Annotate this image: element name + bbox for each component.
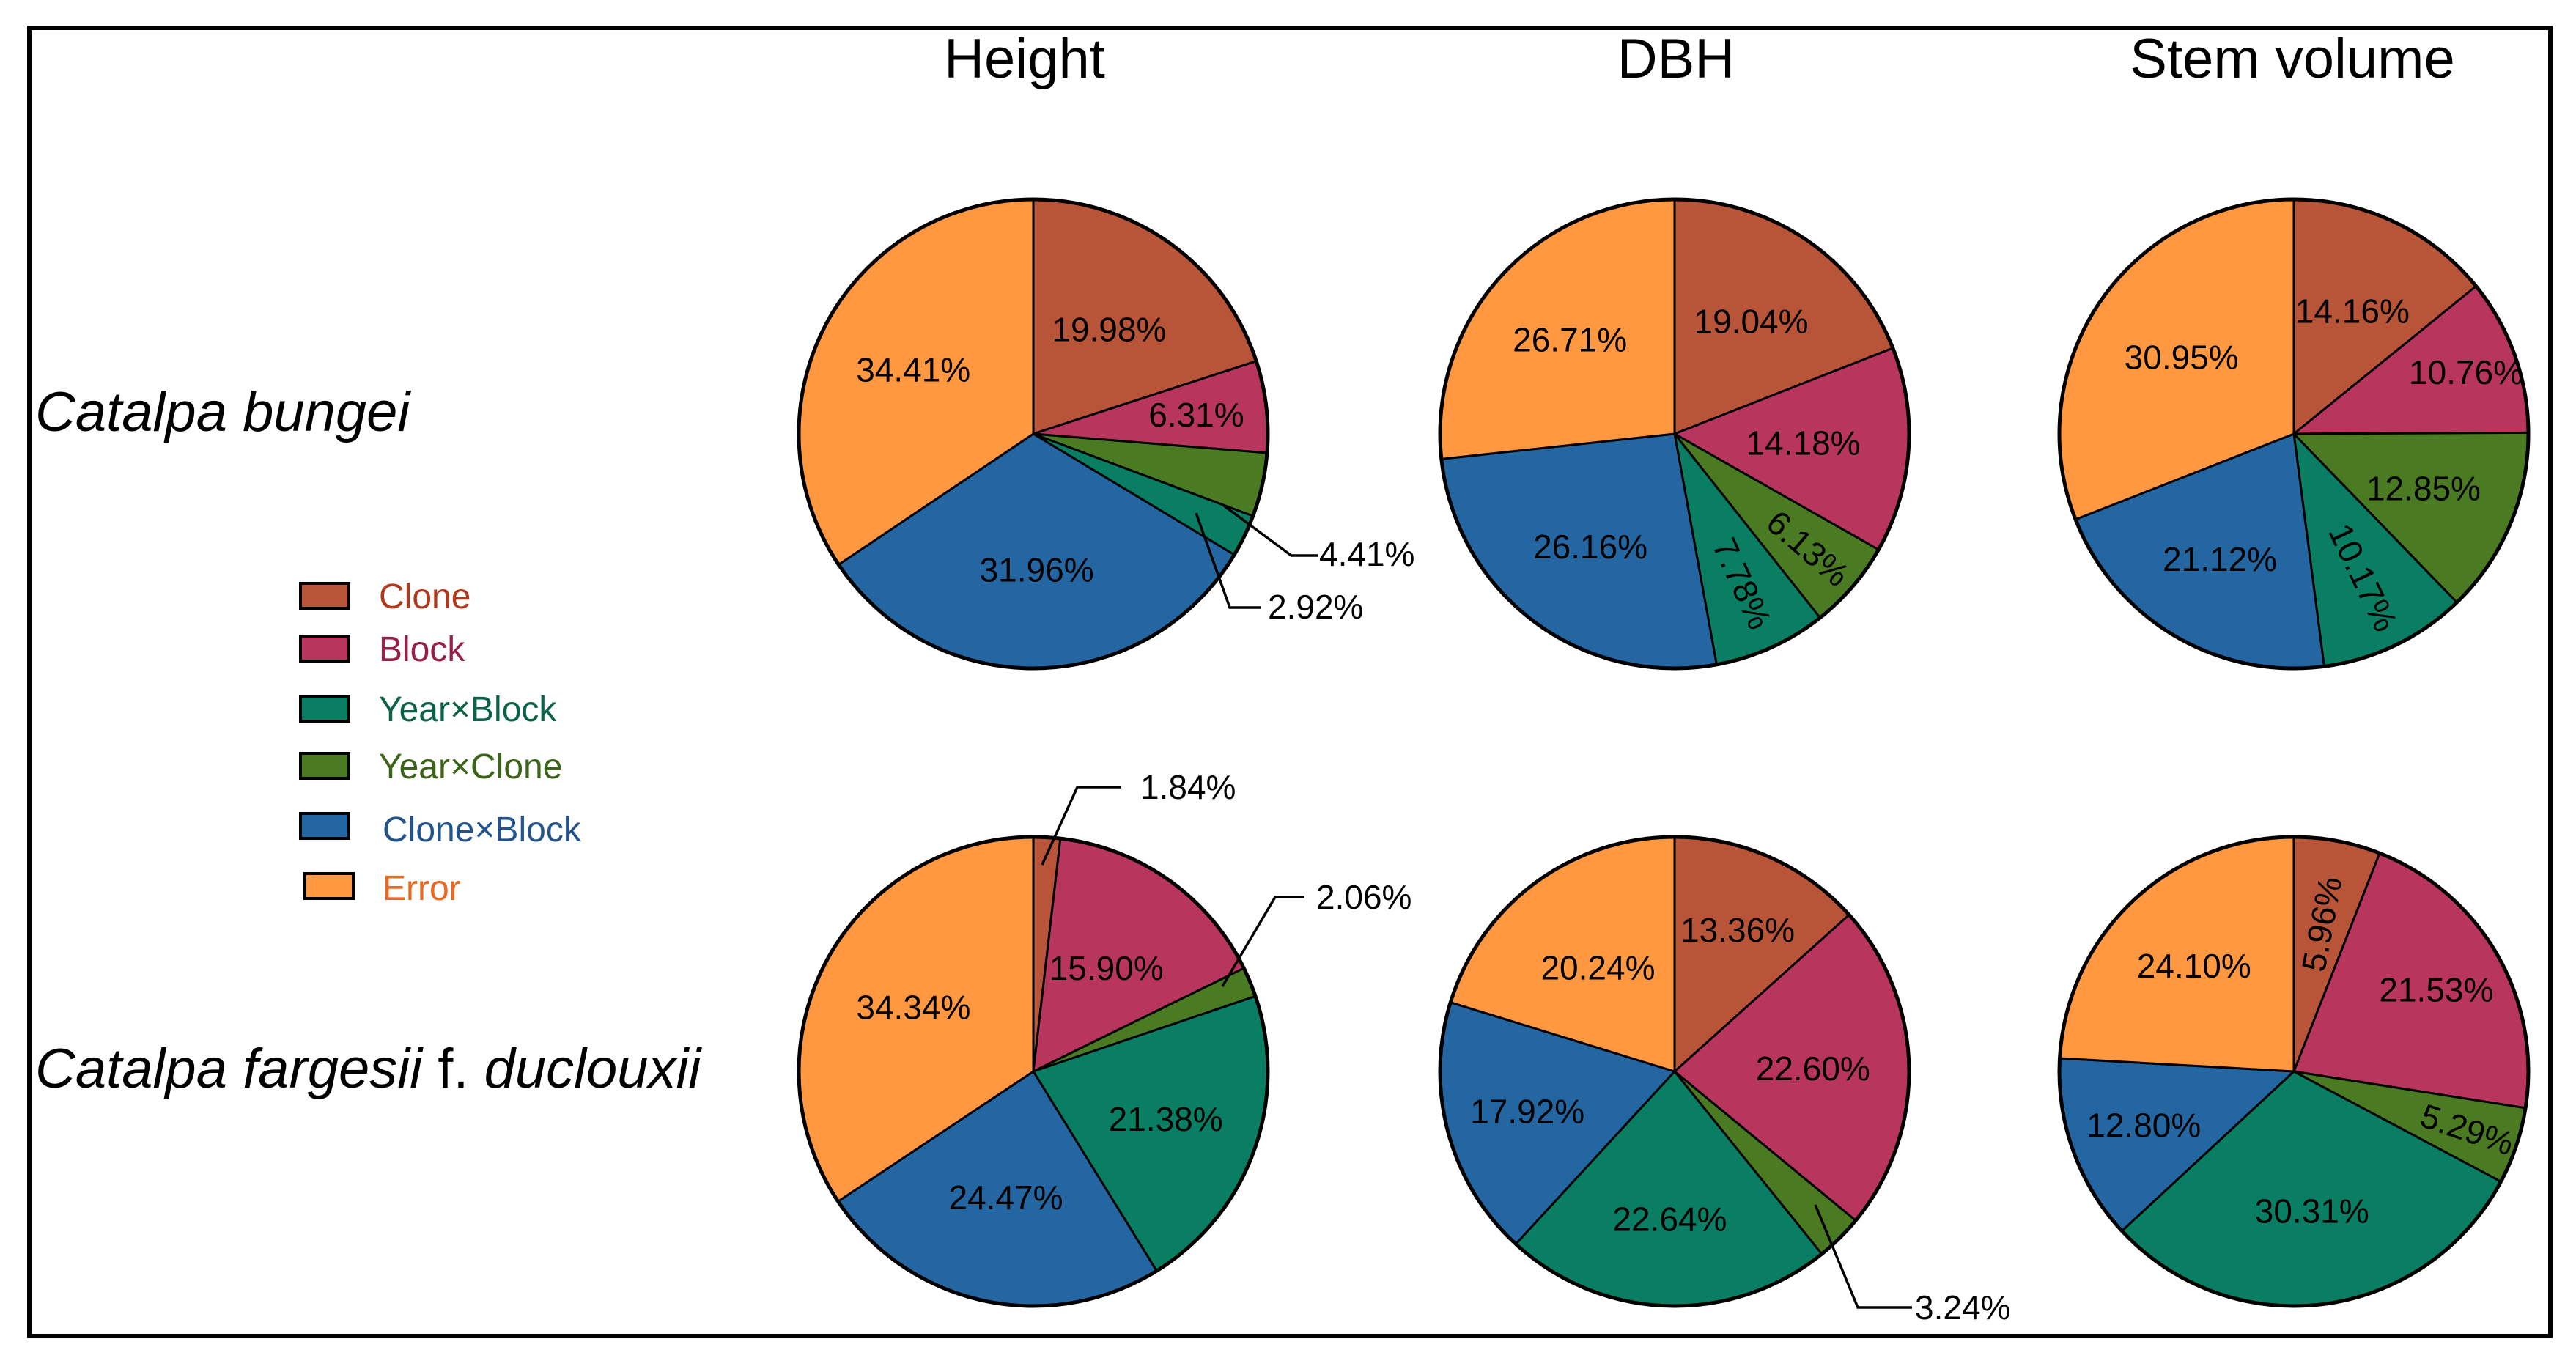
pie-outline [2057,835,2531,1308]
slice-label-year-clone: 4.41% [1319,535,1414,573]
slice-label-error: 24.10% [2137,947,2251,985]
pie-outline [2057,197,2531,671]
pie-outline [1438,835,1911,1308]
column-title-height: Height [944,28,1105,90]
legend-swatch-error [303,872,355,900]
pie-outline [797,835,1270,1308]
legend-swatch-block [299,635,350,663]
row-label-catalpa-bungei: Catalpa bungei [35,381,411,443]
pie-catalpa-fargesii-stem-volume: 5.96%21.53%5.29%30.31%12.80%24.10% [2057,835,2531,1308]
slice-label-error: 20.24% [1540,948,1655,986]
pie-catalpa-bungei-height: 19.98% 6.31% 4.41% 2.92% 31.96% 34.41% [797,197,1414,671]
pie-catalpa-fargesii-dbh: 13.36% 22.60% 3.24% 22.64% 17.92% 20.24% [1438,835,2010,1326]
slice-label-error: 26.71% [1513,321,1627,359]
legend-label-error: Error [383,869,461,908]
legend-item-year-block: Year×Block [299,690,557,729]
slice-label-year-clone: 2.06% [1316,878,1411,916]
slice-label-year-block: 22.64% [1612,1200,1727,1238]
column-title-stem-volume: Stem volume [2130,28,2455,90]
slice-label-clone: 13.36% [1680,911,1795,949]
pie-outline [797,197,1270,671]
slice-label-clone-block: 12.80% [2086,1107,2201,1145]
legend-label-clone: Clone [379,578,470,616]
legend-label-clone-block: Clone×Block [383,811,582,849]
legend-swatch-year-block [299,695,350,723]
legend-swatch-clone [299,582,350,610]
slice-label-clone-block: 21.12% [2163,540,2277,578]
slice-label-block: 15.90% [1049,949,1164,987]
slice-label-clone-block: 24.47% [948,1178,1063,1217]
slice-label-year-block: 21.38% [1109,1100,1223,1138]
slice-label-year-clone: 3.24% [1915,1288,2010,1326]
leader-line-year-block [1195,512,1261,609]
row-label-catalpa-fargesii-duclouxii: Catalpa fargesii f. duclouxii [35,1038,702,1100]
slice-label-clone: 1.84% [1140,768,1236,806]
column-title-dbh: DBH [1617,28,1735,90]
leader-line-year-clone [1221,896,1304,987]
slice-label-block: 10.76% [2409,353,2523,391]
slice-label-clone-block: 26.16% [1533,528,1647,566]
leader-line-year-clone [1222,504,1318,557]
row-label-rank: f. [438,1038,468,1100]
slice-label-error: 30.95% [2125,338,2239,376]
legend-label-year-clone: Year×Clone [379,748,562,786]
slice-label-clone-block: 17.92% [1470,1092,1584,1130]
slice-label-year-block: 2.92% [1268,588,1363,626]
slice-label-block: 14.18% [1746,424,1861,462]
slice-label-clone: 19.04% [1694,303,1809,341]
legend-item-clone-block: Clone×Block [299,811,582,849]
slice-label-clone: 14.16% [2295,292,2410,330]
pie-catalpa-bungei-dbh: 19.04%14.18%6.13%7.78%26.16%26.71% [1438,197,1911,671]
slice-label-block: 21.53% [2379,971,2493,1009]
legend-item-clone: Clone [299,578,470,616]
row-label-species: Catalpa fargesii [35,1038,424,1100]
slice-label-year-clone: 12.85% [2366,469,2481,507]
leader-line-year-clone [1814,1204,1912,1309]
pie-outline [1438,197,1911,671]
pie-catalpa-fargesii-height: 1.84% 15.90% 2.06% 21.38% 24.47% 34.34% [797,768,1411,1308]
slice-label-error: 34.34% [856,988,970,1026]
legend-item-block: Block [299,630,465,669]
slice-label-year-block: 30.31% [2255,1192,2369,1230]
legend-swatch-clone-block [299,812,350,840]
legend-label-block: Block [379,630,465,669]
legend-item-error: Error [303,869,461,908]
slice-label-clone-block: 31.96% [980,551,1094,589]
slice-label-block: 22.60% [1756,1049,1870,1088]
legend-swatch-year-clone [299,752,350,780]
legend-item-year-clone: Year×Clone [299,748,562,786]
row-label-variety: duclouxii [484,1038,703,1100]
pie-catalpa-bungei-stem-volume: 14.16%10.76%12.85%10.17%21.12%30.95% [2057,197,2531,671]
legend: Clone Block Year×Block Year×Clone Clone×… [299,578,582,908]
legend-label-year-block: Year×Block [379,690,557,729]
slice-label-error: 34.41% [856,351,970,389]
slice-label-clone: 19.98% [1052,311,1166,349]
slice-label-block: 6.31% [1148,396,1244,434]
leader-line-clone [1041,786,1121,866]
